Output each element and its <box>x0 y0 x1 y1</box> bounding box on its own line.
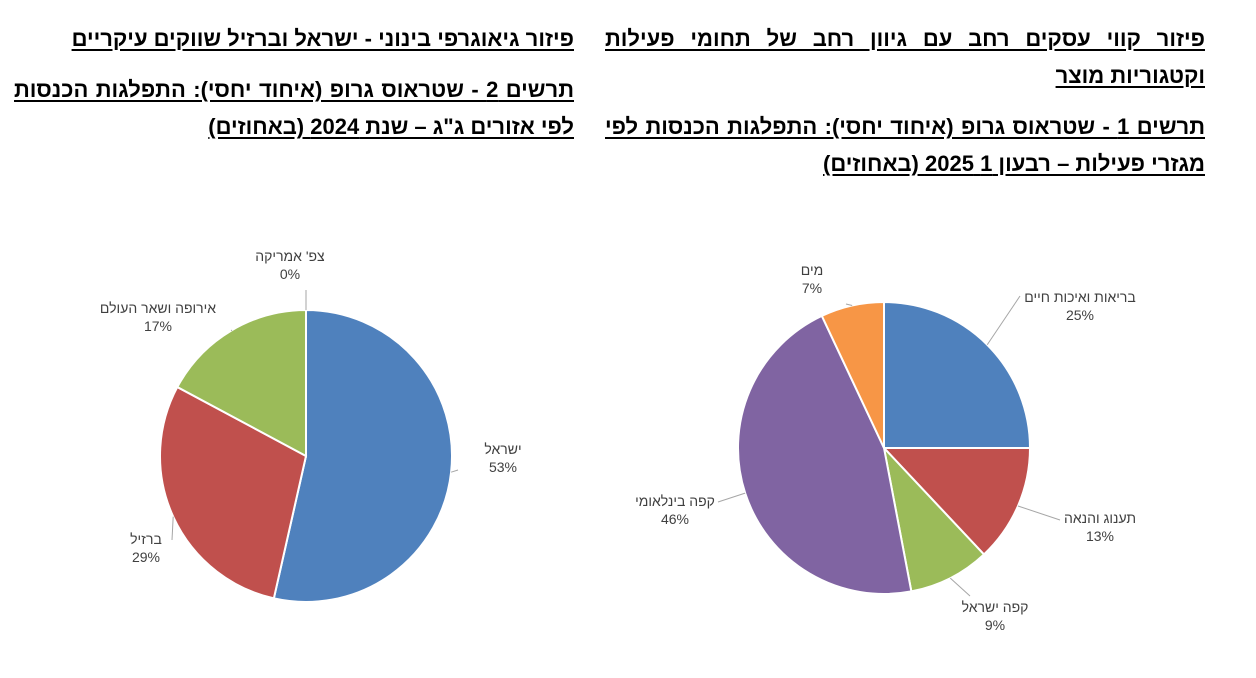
slice-label: קפה ישראל <box>962 599 1029 615</box>
slice-percent-label: 25% <box>1066 307 1094 323</box>
chart-caption-regions: תרשים 2 - שטראוס גרופ (איחוד יחסי): התפל… <box>14 77 574 139</box>
section-heading-segments: פיזור קווי עסקים רחב עם גיוון רחב של תחו… <box>605 26 1205 88</box>
leader-line <box>986 295 1021 346</box>
chart-caption-segments: תרשים 1 - שטראוס גרופ (איחוד יחסי): התפל… <box>605 114 1205 176</box>
slice-label: בריאות ואיכות חיים <box>1024 289 1136 305</box>
right-column: פיזור קווי עסקים רחב עם גיוון רחב של תחו… <box>605 20 1205 196</box>
slice-percent-label: 9% <box>985 617 1005 633</box>
pie-slice-segments-4 <box>820 300 885 449</box>
pie-slice-regions-0 <box>272 308 453 603</box>
slice-percent-label: 53% <box>489 459 517 475</box>
slice-percent-label: 0% <box>280 266 300 282</box>
left-column: פיזור גיאוגרפי בינוני - ישראל וברזיל שוו… <box>14 20 574 159</box>
leader-line <box>949 577 971 597</box>
pie-slice-segments-0 <box>883 300 1032 449</box>
leader-line <box>845 303 853 307</box>
slice-label: ישראל <box>484 441 521 457</box>
slice-label: ברזיל <box>130 531 162 547</box>
leader-line <box>230 329 233 332</box>
pie-chart-segments: בריאות ואיכות חיים 25% תענוג והנאה 13% קפה י… <box>635 262 1136 633</box>
leader-line <box>1017 505 1061 521</box>
slice-percent-label: 7% <box>802 280 822 296</box>
slice-label: קפה בינלאומי <box>635 493 715 509</box>
pie-slice-segments-1 <box>881 447 1032 556</box>
slice-label: מים <box>801 262 823 278</box>
leader-line <box>171 516 174 541</box>
leader-line <box>450 469 459 473</box>
slice-label: אירופה ושאר העולם <box>100 300 216 316</box>
slice-percent-label: 29% <box>132 549 160 565</box>
section-heading-regions: פיזור גיאוגרפי בינוני - ישראל וברזיל שוו… <box>71 26 574 51</box>
slice-label: תענוג והנאה <box>1064 510 1136 526</box>
pie-chart-regions: ישראל 53% ברזיל 29% אירופה ושאר העולם 17% צפ' … <box>100 248 522 603</box>
slice-percent-label: 17% <box>144 318 172 334</box>
slice-percent-label: 13% <box>1086 528 1114 544</box>
leader-line <box>717 492 746 503</box>
pie-slice-segments-2 <box>882 444 986 593</box>
slice-label: צפ' אמריקה <box>255 248 325 264</box>
pie-slice-regions-1 <box>159 385 308 600</box>
slice-percent-label: 46% <box>661 511 689 527</box>
